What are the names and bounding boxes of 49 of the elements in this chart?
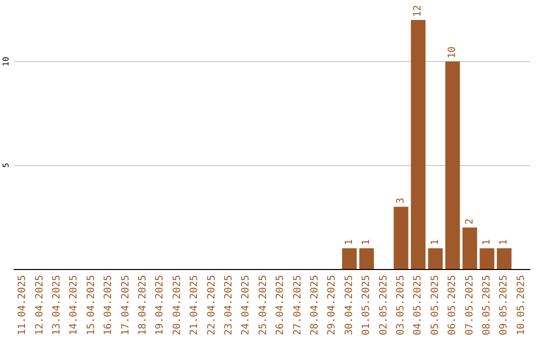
x-tick-label: 23.04.2025 (224, 275, 234, 336)
y-tick-label: 5 (2, 162, 10, 168)
x-tick-label: 02.05.2025 (378, 275, 390, 336)
bar (496, 248, 512, 269)
x-tick-label: 12.04.2025 (34, 275, 46, 336)
x-tick-label: 15.04.2025 (86, 275, 97, 336)
data-label: 2 (464, 218, 476, 224)
bar (394, 206, 408, 269)
data-label: 1 (482, 239, 492, 246)
bar (480, 248, 494, 269)
data-label: 1 (430, 239, 441, 246)
bar (462, 228, 478, 269)
x-tick-label: 27.04.2025 (292, 275, 304, 336)
x-tick-label: 24.04.2025 (240, 275, 252, 336)
x-tick-label: 29.04.2025 (326, 275, 338, 336)
x-tick-label: 14.04.2025 (68, 275, 80, 336)
x-tick-label: 10.05.2025 (516, 275, 527, 336)
x-tick-label: 30.04.2025 (344, 275, 355, 336)
bar (359, 248, 374, 269)
bar (428, 248, 443, 269)
x-tick-label: 13.04.2025 (52, 275, 62, 336)
x-tick-label: 16.04.2025 (103, 275, 114, 336)
x-tick-label: 22.04.2025 (206, 275, 218, 336)
bar (445, 62, 460, 269)
data-label: 3 (396, 198, 406, 204)
x-tick-label: 05.05.2025 (430, 275, 441, 336)
x-tick-label: 11.04.2025 (17, 275, 28, 336)
data-label: 10 (447, 46, 458, 58)
x-tick-label: 08.05.2025 (482, 275, 492, 336)
x-tick-label: 19.04.2025 (154, 275, 166, 336)
x-tick-label: 21.04.2025 (189, 275, 200, 336)
x-tick-label: 26.04.2025 (275, 275, 286, 336)
x-tick-label: 06.05.2025 (447, 275, 458, 336)
x-tick-label: 07.05.2025 (464, 275, 476, 336)
x-tick-label: 28.04.2025 (310, 275, 320, 336)
data-label: 1 (344, 239, 355, 246)
x-tick-label: 17.04.2025 (120, 275, 132, 336)
data-label: 1 (498, 239, 510, 246)
x-tick-label: 18.04.2025 (138, 275, 148, 336)
data-label: 12 (412, 4, 424, 17)
data-label: 1 (361, 239, 372, 246)
x-tick-label: 04.05.2025 (412, 275, 424, 336)
x-tick-label: 01.05.2025 (361, 275, 372, 336)
x-tick-label: 20.04.2025 (172, 275, 183, 336)
bar (342, 248, 357, 269)
x-tick-label: 09.05.2025 (498, 275, 510, 336)
x-tick-label: 25.04.2025 (258, 275, 269, 336)
x-tick-label: 03.05.2025 (396, 275, 406, 336)
bar (410, 20, 426, 269)
